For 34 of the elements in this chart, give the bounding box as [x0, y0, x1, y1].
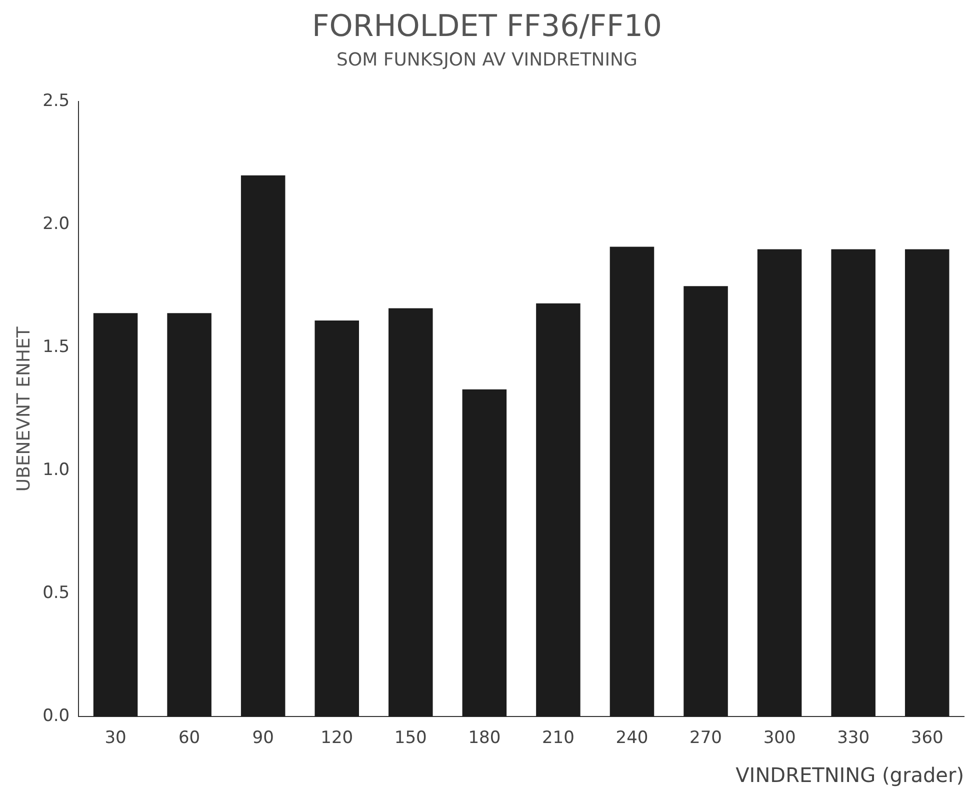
y-tick-label: 2.0 [42, 214, 70, 234]
chart-title: FORHOLDET FF36/FF10 [312, 8, 662, 44]
bar [684, 286, 728, 717]
y-tick-label: 0.0 [42, 706, 70, 726]
bar [462, 389, 507, 717]
y-tick-label: 1.5 [42, 337, 70, 358]
x-tick-label: 210 [542, 728, 574, 748]
bar [240, 175, 286, 717]
x-tick-label: 150 [394, 728, 427, 748]
x-tick-label: 270 [690, 728, 722, 748]
x-tick-label: 240 [616, 728, 648, 748]
y-axis-title: UBENEVNT ENHET [13, 326, 34, 492]
x-tick-label: 300 [763, 728, 796, 748]
y-tick-label: 0.5 [42, 583, 70, 604]
x-tick-label: 60 [178, 728, 200, 748]
x-tick-label: 120 [320, 728, 354, 748]
x-tick-label: 330 [837, 728, 870, 748]
chart-subtitle: SOM FUNKSJON AV VINDRETNING [336, 49, 638, 70]
bar [314, 320, 359, 717]
bar [757, 249, 802, 717]
bar [93, 313, 138, 717]
bar [167, 313, 212, 717]
x-tick-label: 30 [104, 728, 126, 748]
y-tick-label: 2.5 [42, 91, 70, 112]
y-tick-label: 1.0 [42, 460, 70, 480]
x-tick-label: 180 [468, 728, 501, 748]
bar [610, 246, 654, 717]
bar [831, 249, 876, 717]
x-axis-title: VINDRETNING (grader) [736, 763, 964, 788]
bar [388, 308, 433, 717]
x-tick-label: 90 [252, 728, 274, 748]
bar [904, 249, 950, 717]
x-tick-label: 360 [910, 728, 944, 748]
bar [536, 303, 580, 717]
